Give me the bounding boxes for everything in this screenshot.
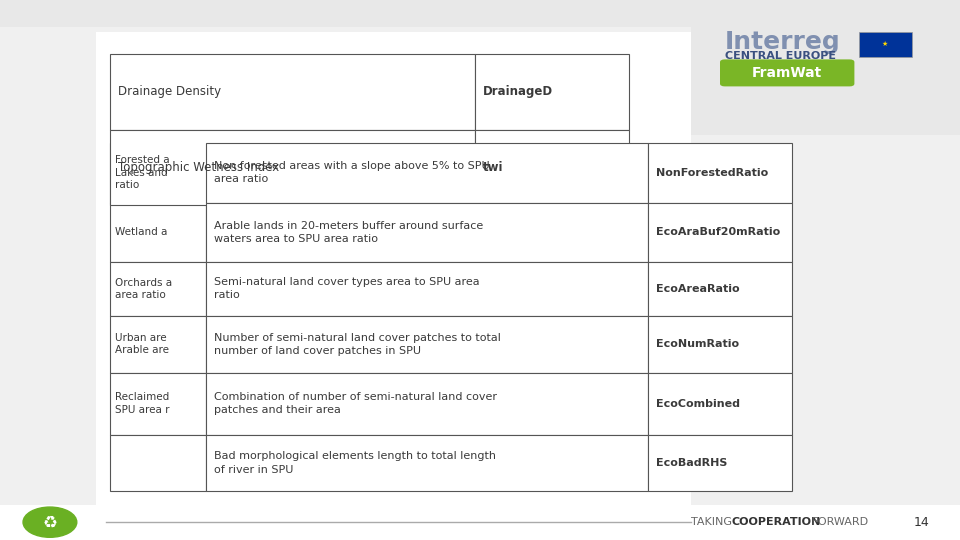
Bar xyxy=(206,143,648,202)
Text: ♻: ♻ xyxy=(42,513,58,531)
Bar xyxy=(110,316,206,373)
Bar xyxy=(691,16,960,135)
Bar xyxy=(206,435,648,491)
Text: Combination of number of semi-natural land cover
patches and their area: Combination of number of semi-natural la… xyxy=(214,392,497,415)
Text: EcoAreaRatio: EcoAreaRatio xyxy=(656,284,739,294)
Text: Arable lands in 20-meters buffer around surface
waters area to SPU area ratio: Arable lands in 20-meters buffer around … xyxy=(214,221,483,244)
Text: CENTRAL EUROPE: CENTRAL EUROPE xyxy=(725,51,836,62)
Text: FramWat: FramWat xyxy=(752,66,823,80)
Text: Urban are
Arable are: Urban are Arable are xyxy=(115,333,169,355)
Text: NonForestedRatio: NonForestedRatio xyxy=(656,168,768,178)
Text: Wetland a: Wetland a xyxy=(115,227,168,237)
Bar xyxy=(0,505,960,540)
Text: Forested a
Lakes and
ratio: Forested a Lakes and ratio xyxy=(115,156,170,190)
Bar xyxy=(110,262,206,316)
Bar xyxy=(96,32,691,508)
Bar xyxy=(110,54,475,130)
Bar xyxy=(475,54,629,130)
Bar xyxy=(110,143,206,202)
Bar xyxy=(206,316,648,373)
Bar xyxy=(110,202,206,262)
Text: Topographic Wetness Index: Topographic Wetness Index xyxy=(118,161,279,174)
Text: TAKING: TAKING xyxy=(691,517,735,527)
Circle shape xyxy=(23,507,77,537)
Bar xyxy=(110,435,206,491)
Text: Non forested areas with a slope above 5% to SPU
area ratio: Non forested areas with a slope above 5%… xyxy=(214,161,490,184)
Bar xyxy=(648,262,792,316)
Text: Bad morphological elements length to total length
of river in SPU: Bad morphological elements length to tot… xyxy=(214,451,496,475)
Text: EcoBadRHS: EcoBadRHS xyxy=(656,458,727,468)
Text: Orchards a
area ratio: Orchards a area ratio xyxy=(115,278,173,300)
Bar xyxy=(648,143,792,202)
Bar xyxy=(648,202,792,262)
Text: twi: twi xyxy=(483,161,503,174)
Bar xyxy=(206,202,648,262)
Text: Semi-natural land cover types area to SPU area
ratio: Semi-natural land cover types area to SP… xyxy=(214,278,480,300)
Bar xyxy=(206,373,648,435)
Text: DrainageD: DrainageD xyxy=(483,85,553,98)
Text: ★: ★ xyxy=(882,41,888,48)
Text: EcoCombined: EcoCombined xyxy=(656,399,740,409)
Text: Reclaimed
SPU area r: Reclaimed SPU area r xyxy=(115,393,170,415)
Bar xyxy=(648,316,792,373)
Text: COOPERATION: COOPERATION xyxy=(732,517,821,527)
FancyBboxPatch shape xyxy=(720,59,854,86)
Text: Number of semi-natural land cover patches to total
number of land cover patches : Number of semi-natural land cover patche… xyxy=(214,333,501,356)
Bar xyxy=(648,435,792,491)
Bar xyxy=(475,130,629,205)
Bar xyxy=(110,130,475,205)
Text: 14: 14 xyxy=(914,516,929,529)
Bar xyxy=(206,262,648,316)
Text: Interreg: Interreg xyxy=(725,30,841,53)
Bar xyxy=(110,373,206,435)
Text: EcoAraBuf20mRatio: EcoAraBuf20mRatio xyxy=(656,227,780,237)
Bar xyxy=(859,32,912,57)
Text: EcoNumRatio: EcoNumRatio xyxy=(656,339,739,349)
Bar xyxy=(648,373,792,435)
Text: FORWARD: FORWARD xyxy=(808,517,869,527)
Text: Drainage Density: Drainage Density xyxy=(118,85,221,98)
